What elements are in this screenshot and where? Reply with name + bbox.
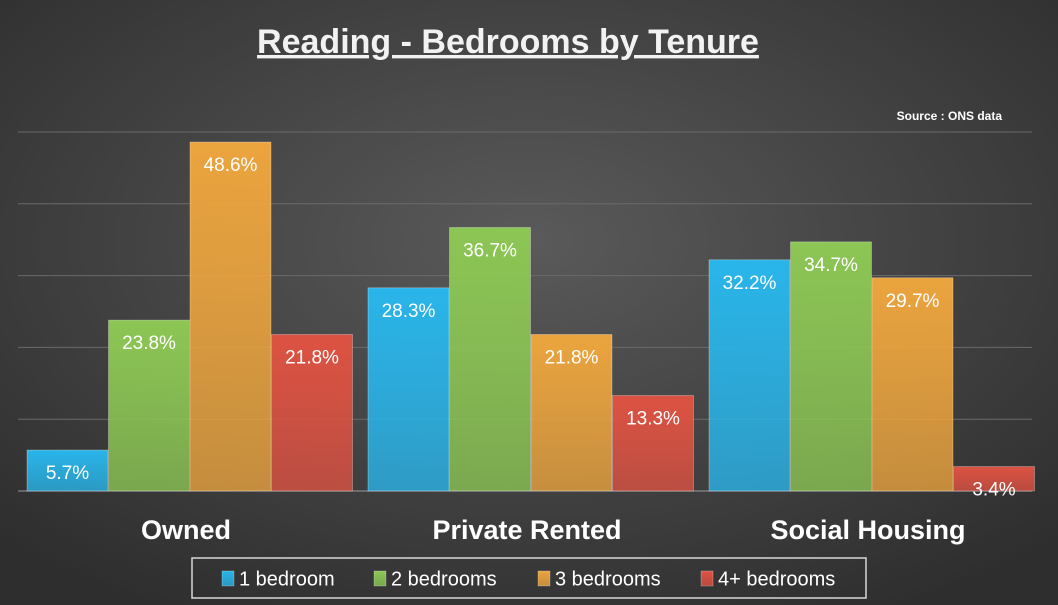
value-label: 48.6%: [204, 155, 258, 176]
legend-swatch: [373, 570, 387, 587]
legend-label: 3 bedrooms: [555, 568, 661, 590]
source-note: Source : ONS data: [897, 109, 1003, 123]
bar: [108, 319, 190, 492]
value-label: 3.4%: [972, 480, 1015, 501]
value-label: 13.3%: [626, 409, 680, 430]
bar: [449, 227, 531, 492]
value-label: 34.7%: [804, 255, 858, 276]
legend-box: [191, 557, 867, 599]
chart-title: Reading - Bedrooms by Tenure: [257, 23, 759, 61]
legend-label: 2 bedrooms: [391, 568, 497, 590]
value-label: 21.8%: [285, 347, 339, 368]
legend-swatch: [537, 570, 551, 587]
bar: [530, 334, 613, 492]
category-label: Owned: [141, 515, 231, 545]
bar: [367, 287, 450, 492]
legend-swatch: [221, 570, 235, 587]
bar: [271, 334, 353, 492]
value-label: 32.2%: [723, 273, 777, 294]
value-label: 29.7%: [886, 291, 940, 312]
bar: [871, 277, 954, 492]
bar: [26, 449, 109, 492]
legend-label: 4+ bedrooms: [718, 568, 835, 590]
category-label: Social Housing: [770, 515, 965, 545]
value-label: 5.7%: [46, 463, 89, 484]
legend-swatch: [700, 570, 714, 587]
bar: [612, 395, 694, 492]
value-label: 28.3%: [382, 301, 436, 322]
legend-label: 1 bedroom: [239, 568, 335, 590]
value-label: 21.8%: [545, 347, 599, 368]
value-label: 36.7%: [463, 241, 517, 262]
bar: [708, 259, 791, 492]
bar: [953, 466, 1035, 492]
category-label: Private Rented: [432, 515, 621, 545]
bar: [189, 141, 272, 492]
value-label: 23.8%: [122, 333, 176, 354]
bar: [790, 241, 872, 492]
